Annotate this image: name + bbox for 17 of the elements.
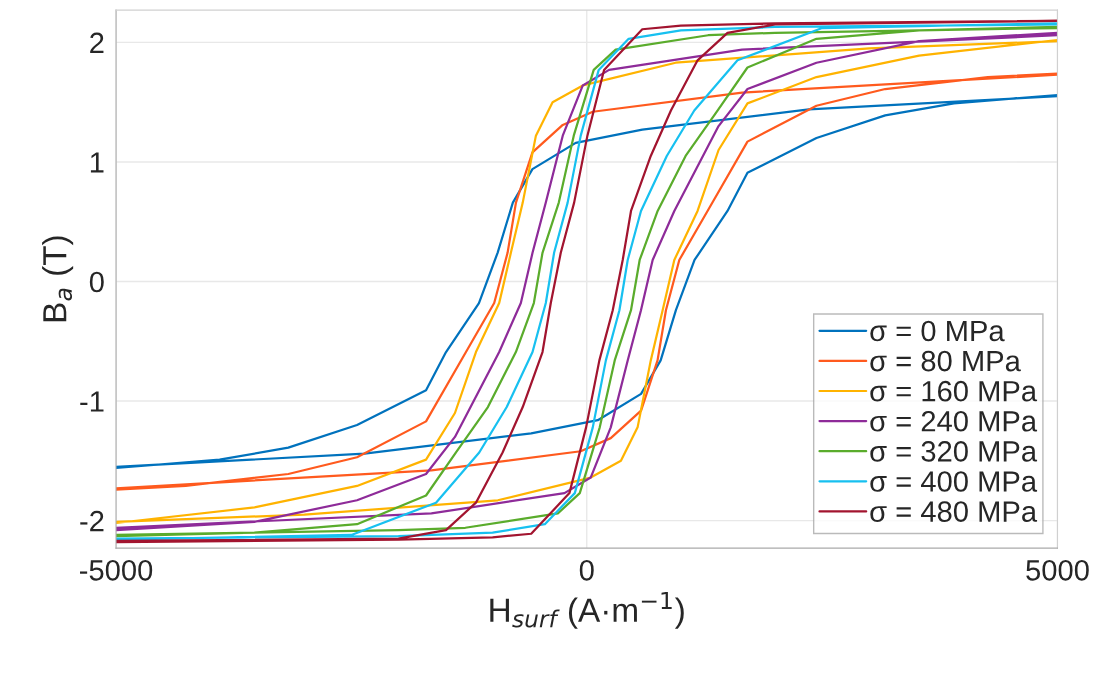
y-tick-label: -1 xyxy=(80,391,104,412)
x-tick-label: 0 xyxy=(579,559,594,581)
legend-label: σ = 400 MPa xyxy=(870,471,1038,492)
legend-label: σ = 240 MPa xyxy=(870,410,1038,432)
legend-label: σ = 0 MPa xyxy=(870,320,1005,342)
y-tick-label: 0 xyxy=(89,271,104,293)
y-tick-label: 1 xyxy=(90,152,104,173)
y-axis-title: B$_{a}$ (T) xyxy=(42,236,74,322)
legend-label: σ = 480 MPa xyxy=(870,501,1038,522)
x-axis-title: H$_{surf}$ (A·m$^{−1}$) xyxy=(490,591,684,629)
y-tick-label: 2 xyxy=(90,32,104,53)
legend-label: σ = 80 MPa xyxy=(870,350,1021,372)
x-tick-label: 5000 xyxy=(1026,559,1089,581)
y-tick-label: -2 xyxy=(80,510,104,532)
legend-label: σ = 160 MPa xyxy=(870,380,1038,402)
legend-label: σ = 320 MPa xyxy=(870,441,1038,462)
x-tick-label: -5000 xyxy=(80,559,153,581)
